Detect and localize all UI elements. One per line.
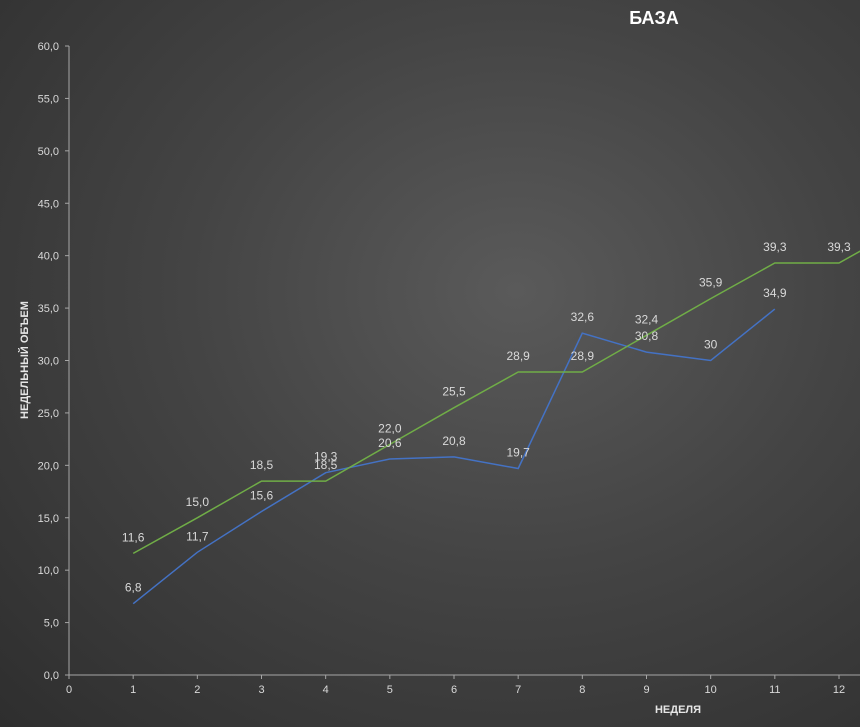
- data-point: [517, 371, 519, 373]
- data-point: [581, 371, 583, 373]
- x-tick-label: 11: [769, 684, 780, 696]
- x-tick-label: 4: [323, 684, 329, 696]
- data-label: 32,6: [571, 310, 595, 324]
- data-point: [517, 467, 519, 469]
- data-point: [453, 456, 455, 458]
- x-tick-label: 1: [130, 684, 136, 696]
- data-point: [453, 406, 455, 408]
- data-label: 30,8: [635, 329, 659, 343]
- y-tick-label: 15,0: [38, 513, 59, 525]
- x-tick-label: 12: [833, 684, 845, 696]
- series-line-1: [132, 308, 776, 605]
- data-label: 22,0: [378, 421, 402, 435]
- chart-title: БАЗА: [629, 8, 679, 28]
- x-tick-label: 9: [643, 684, 649, 696]
- data-label: 18,5: [250, 458, 274, 472]
- data-point: [132, 603, 134, 605]
- data-point: [324, 480, 326, 482]
- y-tick-label: 5,0: [44, 618, 59, 630]
- data-point: [196, 551, 198, 553]
- data-point: [838, 262, 840, 264]
- y-tick-label: 30,0: [38, 356, 59, 368]
- data-label: 11,6: [122, 530, 145, 544]
- x-tick-label: 10: [705, 684, 717, 696]
- data-label: 20,8: [442, 434, 466, 448]
- x-tick-label: 3: [258, 684, 264, 696]
- data-point: [709, 297, 711, 299]
- data-label: 32,4: [635, 312, 659, 326]
- data-label: 11,7: [186, 529, 209, 543]
- y-tick-label: 10,0: [38, 565, 59, 577]
- y-tick-label: 0,0: [44, 670, 59, 682]
- y-axis-title: НЕДЕЛЬНЫЙ ОБЪЕМ: [18, 301, 31, 419]
- y-tick-label: 50,0: [38, 146, 59, 158]
- series-line-2: [132, 250, 860, 555]
- data-point: [132, 552, 134, 554]
- data-label: 19,3: [314, 450, 338, 464]
- data-labels: 6,8 11,7 15,6 19,3 20,6 20,8 19,7 32,6 30,8 30 34,…: [122, 240, 851, 595]
- data-label: 6,8: [125, 581, 142, 595]
- data-label: 34,9: [763, 286, 787, 300]
- y-tick-label: 25,0: [38, 408, 59, 420]
- data-point: [260, 480, 262, 482]
- data-point: [581, 332, 583, 334]
- data-label: 35,9: [699, 276, 723, 290]
- data-label: 19,7: [506, 445, 530, 459]
- series-lines: [132, 250, 860, 605]
- data-point: [260, 510, 262, 512]
- data-label: 18,5: [314, 458, 338, 472]
- y-tick-label: 35,0: [38, 303, 59, 315]
- data-label: 20,6: [378, 436, 402, 450]
- axes: 0,05,010,015,020,025,030,035,040,045,050…: [38, 41, 860, 696]
- data-point: [645, 351, 647, 353]
- y-tick-label: 60,0: [38, 41, 59, 53]
- data-label: 15,0: [186, 495, 210, 509]
- data-label: 28,9: [571, 349, 595, 363]
- data-label: 25,5: [442, 385, 466, 399]
- x-tick-label: 6: [451, 684, 457, 696]
- x-tick-label: 5: [387, 684, 393, 696]
- y-tick-label: 20,0: [38, 460, 59, 472]
- x-tick-label: 2: [194, 684, 200, 696]
- x-axis-title: НЕДЕЛЯ: [655, 704, 701, 716]
- y-tick-label: 45,0: [38, 198, 59, 210]
- y-tick-label: 40,0: [38, 251, 59, 263]
- y-tick-label: 55,0: [38, 93, 59, 105]
- x-tick-label: 0: [66, 684, 72, 696]
- x-tick-label: 7: [515, 684, 521, 696]
- data-point: [709, 359, 711, 361]
- data-label: 39,3: [763, 240, 787, 254]
- data-label: 30: [704, 338, 718, 352]
- data-point: [196, 517, 198, 519]
- data-label: 15,6: [250, 488, 274, 502]
- data-point: [389, 458, 391, 460]
- data-point: [774, 308, 776, 310]
- x-tick-label: 8: [579, 684, 585, 696]
- data-label: 39,3: [827, 240, 851, 254]
- data-label: 28,9: [506, 349, 530, 363]
- data-point: [774, 262, 776, 264]
